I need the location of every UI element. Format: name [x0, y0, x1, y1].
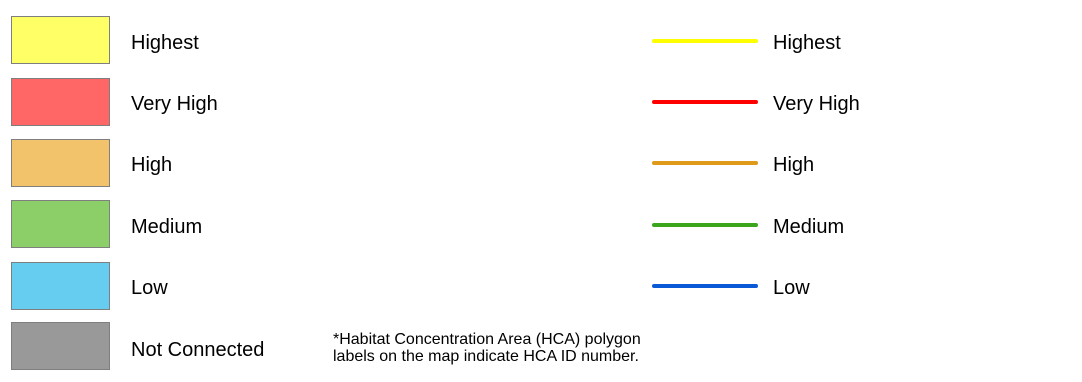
polygon-swatch-highest [11, 16, 110, 64]
polygon-label-very-high: Very High [131, 93, 218, 115]
line-symbol-medium [652, 223, 758, 227]
line-label-low: Low [773, 277, 810, 299]
polygon-swatch-low [11, 262, 110, 310]
line-label-highest: Highest [773, 32, 841, 54]
line-label-medium: Medium [773, 216, 845, 238]
polygon-label-medium: Medium [131, 216, 203, 238]
polygon-label-highest: Highest [131, 32, 199, 54]
polygon-swatch-medium [11, 200, 110, 248]
line-label-high: High [773, 154, 815, 176]
line-symbol-highest [652, 39, 758, 43]
line-symbol-high [652, 161, 758, 165]
hca-note-line-1: *Habitat Concentration Area (HCA) polygo… [333, 331, 641, 348]
hca-label-note: *Habitat Concentration Area (HCA) polygo… [333, 331, 773, 365]
line-symbol-very-high [652, 100, 758, 104]
hca-note-line-2: labels on the map indicate HCA ID number… [333, 348, 639, 365]
polygon-swatch-high [11, 139, 110, 187]
polygon-label-not-connected: Not Connected [131, 339, 265, 361]
line-label-very-high: Very High [773, 93, 860, 115]
line-symbol-low [652, 284, 758, 288]
polygon-swatch-very-high [11, 78, 110, 126]
polygon-label-low: Low [131, 277, 168, 299]
polygon-swatch-not-connected [11, 322, 110, 370]
polygon-label-high: High [131, 154, 173, 176]
